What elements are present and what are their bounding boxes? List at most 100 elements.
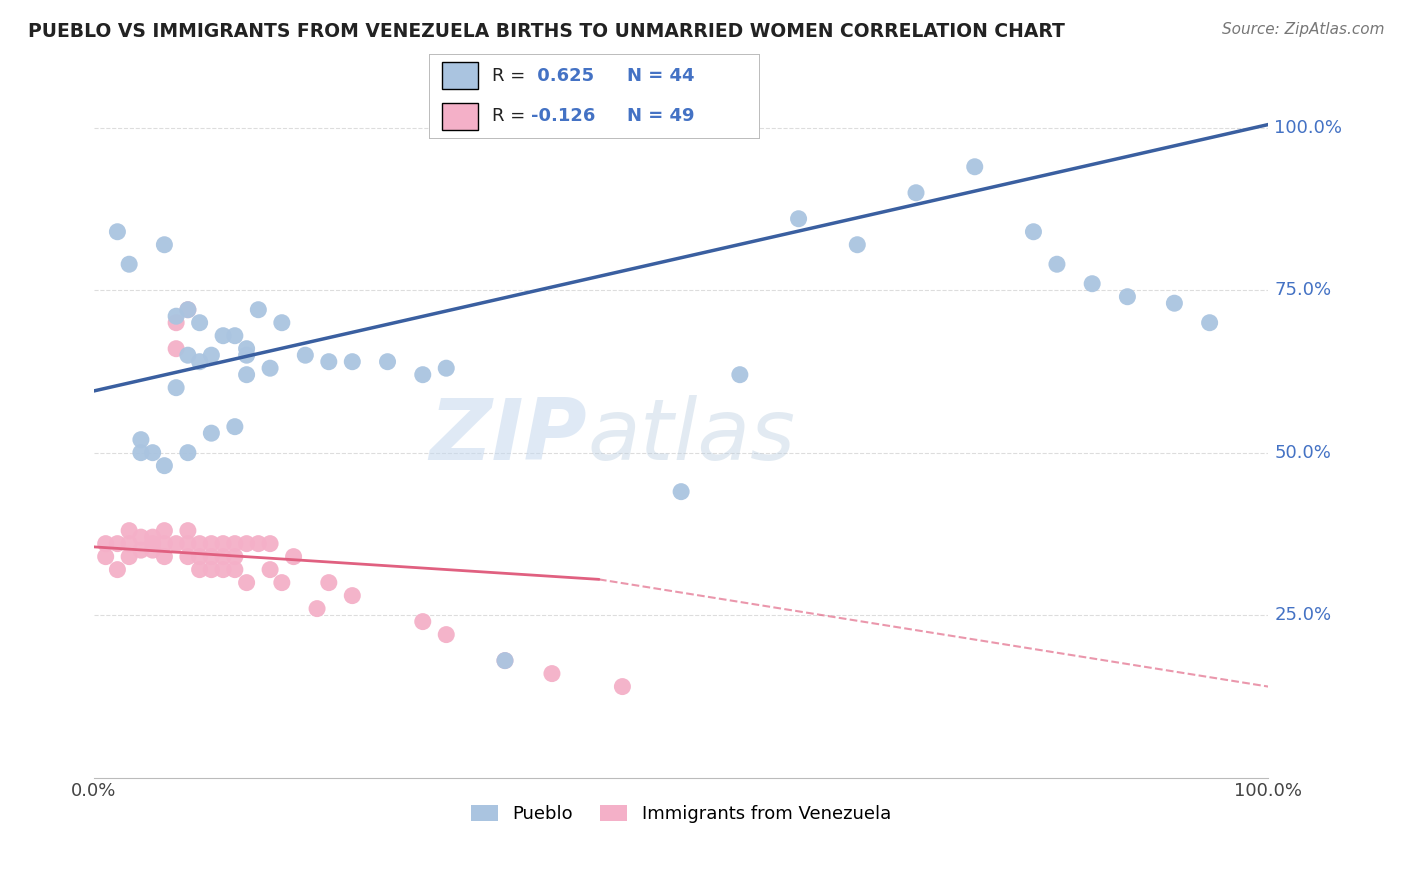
Text: N = 44: N = 44 — [627, 67, 695, 85]
Point — [188, 536, 211, 550]
Point — [612, 680, 634, 694]
Point — [212, 328, 235, 343]
Point — [107, 225, 129, 239]
Point — [235, 536, 257, 550]
Point — [118, 524, 141, 538]
Point — [235, 575, 257, 590]
Point — [107, 563, 129, 577]
Text: 100.0%: 100.0% — [1274, 119, 1343, 136]
Point — [129, 445, 152, 459]
Point — [142, 530, 165, 544]
Point — [177, 348, 200, 362]
Point — [129, 530, 152, 544]
Point — [118, 536, 141, 550]
Text: 25.0%: 25.0% — [1274, 606, 1331, 624]
Point — [259, 563, 281, 577]
Point — [177, 302, 200, 317]
Point — [94, 536, 117, 550]
Point — [307, 601, 329, 615]
Point — [247, 302, 270, 317]
Point — [963, 160, 986, 174]
Point — [142, 543, 165, 558]
Point — [1022, 225, 1045, 239]
Legend: Pueblo, Immigrants from Venezuela: Pueblo, Immigrants from Venezuela — [471, 805, 891, 823]
Point — [165, 381, 187, 395]
Point — [188, 563, 211, 577]
Point — [318, 575, 340, 590]
Point — [142, 536, 165, 550]
Point — [188, 354, 211, 368]
Point — [200, 426, 222, 441]
Point — [153, 524, 176, 538]
Text: R =: R = — [492, 107, 530, 125]
Point — [318, 354, 340, 368]
Point — [212, 536, 235, 550]
Point — [153, 536, 176, 550]
Point — [235, 342, 257, 356]
Point — [129, 433, 152, 447]
Point — [153, 458, 176, 473]
Point — [412, 615, 434, 629]
Point — [165, 536, 187, 550]
Point — [235, 348, 257, 362]
Point — [177, 536, 200, 550]
Point — [177, 445, 200, 459]
Point — [259, 361, 281, 376]
Text: ZIP: ZIP — [430, 395, 588, 478]
Point — [165, 309, 187, 323]
Point — [247, 536, 270, 550]
Point — [494, 654, 516, 668]
Point — [177, 549, 200, 564]
Point — [1116, 290, 1139, 304]
Point — [200, 563, 222, 577]
Point — [212, 563, 235, 577]
Point — [153, 237, 176, 252]
FancyBboxPatch shape — [441, 62, 478, 89]
Text: -0.126: -0.126 — [531, 107, 596, 125]
Point — [259, 536, 281, 550]
Point — [1046, 257, 1069, 271]
Point — [129, 543, 152, 558]
Point — [94, 549, 117, 564]
Point — [177, 524, 200, 538]
Text: atlas: atlas — [588, 395, 796, 478]
Point — [377, 354, 399, 368]
Point — [412, 368, 434, 382]
Text: Source: ZipAtlas.com: Source: ZipAtlas.com — [1222, 22, 1385, 37]
Point — [1163, 296, 1185, 310]
Point — [541, 666, 564, 681]
Point — [224, 536, 246, 550]
Point — [200, 549, 222, 564]
Point — [905, 186, 928, 200]
Point — [342, 354, 364, 368]
Point — [283, 549, 305, 564]
Text: 50.0%: 50.0% — [1274, 443, 1331, 462]
Point — [434, 627, 457, 641]
Point — [188, 316, 211, 330]
Point — [142, 445, 165, 459]
Point — [165, 316, 187, 330]
FancyBboxPatch shape — [441, 103, 478, 130]
Point — [165, 342, 187, 356]
Point — [118, 549, 141, 564]
Text: 75.0%: 75.0% — [1274, 281, 1331, 299]
Text: 0.625: 0.625 — [531, 67, 595, 85]
Point — [177, 302, 200, 317]
Point — [200, 536, 222, 550]
Point — [224, 563, 246, 577]
Text: N = 49: N = 49 — [627, 107, 695, 125]
Point — [1081, 277, 1104, 291]
Point — [294, 348, 316, 362]
Point — [224, 328, 246, 343]
Point — [153, 549, 176, 564]
Point — [787, 211, 810, 226]
Point — [200, 348, 222, 362]
Point — [434, 361, 457, 376]
Point — [494, 654, 516, 668]
Text: PUEBLO VS IMMIGRANTS FROM VENEZUELA BIRTHS TO UNMARRIED WOMEN CORRELATION CHART: PUEBLO VS IMMIGRANTS FROM VENEZUELA BIRT… — [28, 22, 1064, 41]
Point — [235, 368, 257, 382]
Point — [342, 589, 364, 603]
Point — [1198, 316, 1220, 330]
Point — [270, 316, 292, 330]
Point — [846, 237, 869, 252]
